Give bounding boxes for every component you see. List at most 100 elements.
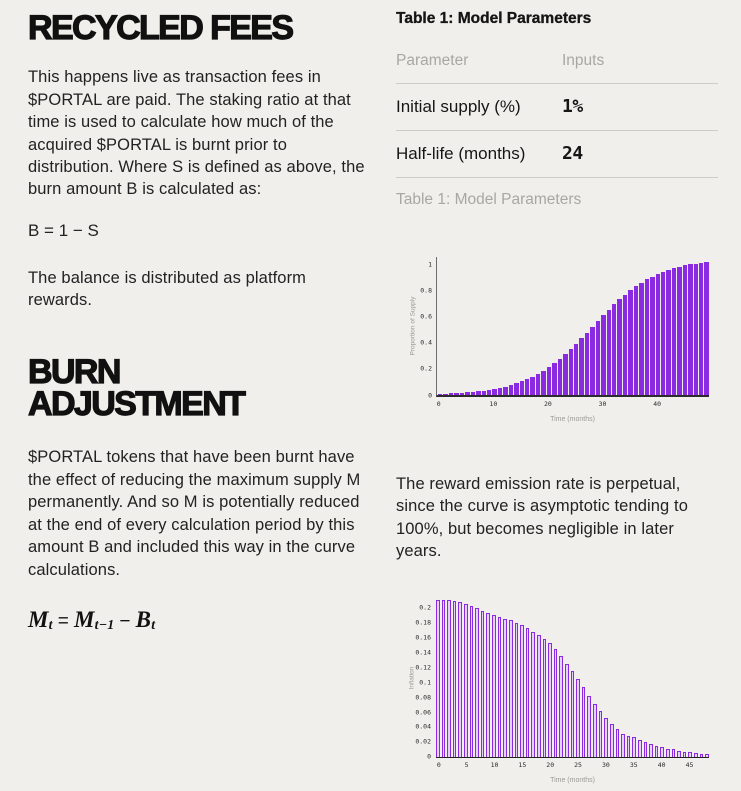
x-axis-ticks: 0 5 10 15 20 25 30 35 40 45 — [436, 762, 709, 772]
bar — [693, 263, 698, 395]
x-tick-label: 20 — [546, 760, 555, 769]
bar — [584, 332, 590, 395]
bar — [639, 282, 644, 395]
bar — [492, 388, 497, 395]
table-header-parameter: Parameter — [396, 52, 469, 69]
y-tick-label: 0.2 — [419, 603, 431, 612]
bar — [443, 393, 448, 395]
x-tick-label: 15 — [518, 760, 527, 769]
parameter-name: Initial supply (%) — [396, 96, 521, 116]
bar — [649, 744, 653, 757]
supply-proportion-chart: Proportion of Supply 0 0.2 0.4 0.6 0.8 1 0 10 2… — [410, 257, 709, 423]
bar — [604, 718, 608, 757]
y-tick-label: 0.04 — [415, 722, 431, 731]
bar — [447, 600, 451, 757]
inflation-chart: Inflation 0 0.02 0.04 0.06 0.08 0.1 0.12 0.14 0.… — [409, 599, 709, 784]
x-axis-title: Time (months) — [550, 416, 595, 423]
bar — [632, 737, 636, 757]
x-tick-label: 25 — [574, 760, 582, 769]
x-tick-label: 30 — [602, 760, 610, 769]
left-column: RECYCLED FEES This happens live as trans… — [27, 10, 366, 784]
minus-sign: − — [119, 611, 131, 633]
x-tick-label: 40 — [653, 400, 662, 408]
formula-term: B — [135, 607, 152, 633]
y-tick-label: 0.18 — [415, 618, 431, 627]
formula-term: M — [74, 607, 95, 633]
bar — [660, 271, 666, 395]
bar — [609, 723, 614, 757]
y-tick-label: 0.08 — [415, 692, 431, 701]
recycled-fees-paragraph: This happens live as transaction fees in… — [28, 68, 365, 199]
bar — [654, 745, 659, 757]
x-tick-label: 0 — [436, 400, 441, 408]
heading-line-2: ADJUSTMENT — [27, 385, 246, 424]
y-tick-label: 1 — [428, 260, 432, 269]
y-tick-label: 0.02 — [415, 737, 431, 746]
bar — [704, 262, 709, 395]
y-tick-label: 0.14 — [415, 648, 431, 657]
bar — [525, 379, 530, 395]
bar — [441, 600, 446, 757]
bar — [492, 615, 496, 757]
bar — [601, 315, 606, 395]
bar — [587, 695, 592, 757]
table-row: Half-life (months) 24 — [396, 131, 718, 178]
bar — [621, 733, 625, 757]
x-tick-label: 45 — [685, 760, 694, 769]
x-tick-label: 10 — [490, 760, 499, 769]
bar — [553, 649, 558, 757]
bar — [615, 729, 620, 757]
formula-term: M — [28, 607, 49, 633]
bar — [525, 627, 530, 757]
bar — [699, 262, 704, 395]
bar — [660, 747, 664, 757]
bar — [454, 393, 459, 395]
bar — [655, 274, 660, 395]
bar — [514, 383, 519, 395]
bar — [470, 391, 476, 395]
bar-series — [436, 599, 709, 757]
bar — [531, 631, 535, 757]
y-tick-label: 0 — [427, 752, 431, 761]
bar — [593, 703, 597, 757]
bar — [452, 601, 457, 757]
bar — [644, 279, 650, 395]
bar — [643, 741, 648, 757]
bar — [579, 338, 584, 395]
x-tick-label: 35 — [629, 760, 638, 769]
bar — [682, 751, 687, 757]
chart-plot-area: Inflation 0 0.02 0.04 0.06 0.08 0.1 0.12 0.14 0.… — [409, 599, 709, 760]
x-tick-label: 20 — [544, 400, 552, 408]
bar — [622, 294, 628, 395]
bar — [671, 268, 677, 395]
bar — [508, 385, 514, 395]
bar — [637, 739, 642, 757]
bar — [541, 370, 546, 395]
x-tick-label: 10 — [489, 400, 498, 408]
bar — [497, 387, 503, 395]
bar — [606, 309, 611, 395]
bar — [598, 711, 603, 757]
bar — [688, 264, 693, 395]
bar — [436, 600, 440, 757]
bar — [671, 749, 676, 757]
bar — [535, 373, 541, 395]
bar — [557, 358, 563, 395]
bar — [519, 381, 524, 395]
bar — [475, 608, 479, 757]
bar — [677, 266, 682, 395]
parameter-name: Half-life (months) — [396, 143, 526, 163]
bar — [628, 290, 633, 395]
bar — [570, 671, 575, 757]
equals-sign: = — [57, 611, 69, 633]
x-tick-label: 5 — [464, 760, 469, 769]
bar — [699, 753, 704, 757]
bar — [438, 393, 443, 395]
x-axis-ticks: 0 10 20 30 40 — [436, 401, 709, 411]
y-tick-label: 0.6 — [420, 312, 432, 321]
bar — [617, 299, 622, 395]
bar — [677, 750, 681, 757]
bar — [559, 656, 564, 757]
bar — [665, 748, 670, 757]
